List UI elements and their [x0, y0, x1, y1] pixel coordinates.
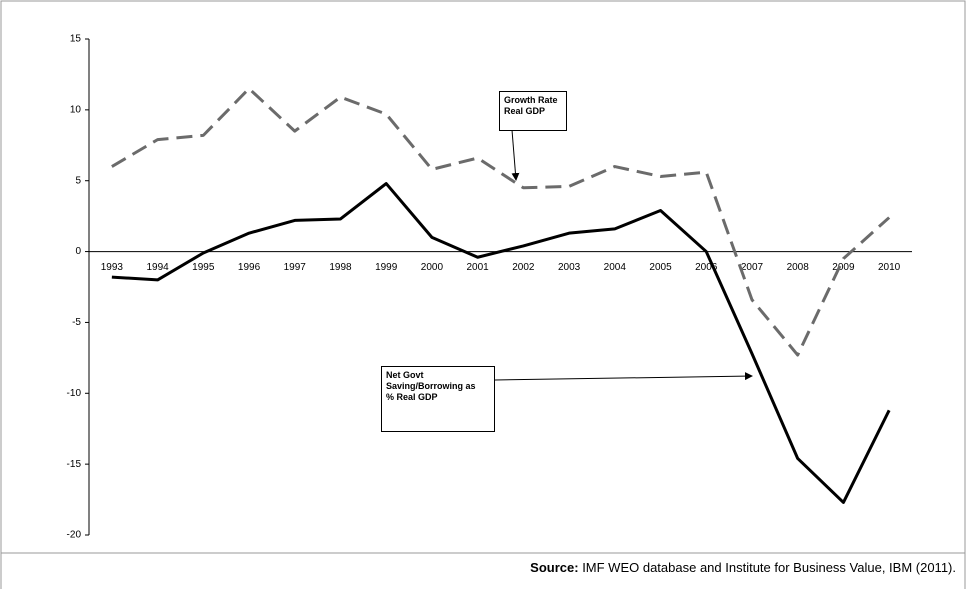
- x-tick-label: 1997: [284, 262, 307, 273]
- source-label: Source:: [530, 560, 579, 575]
- x-tick-label: 1998: [329, 262, 352, 273]
- x-tick-label: 2000: [421, 262, 444, 273]
- y-tick-label: -20: [67, 530, 82, 541]
- series-line: [111, 87, 891, 357]
- annotation: Growth Rate Real GDP: [499, 91, 567, 131]
- x-tick-label: 1994: [146, 262, 169, 273]
- y-tick-label: -15: [67, 459, 82, 470]
- x-tick-label: 2005: [649, 262, 672, 273]
- frame: [0, 0, 966, 554]
- y-tick-label: -5: [72, 317, 81, 328]
- annotation: Net Govt Saving/Borrowing as % Real GDP: [381, 366, 495, 432]
- y-tick-label: 10: [70, 104, 82, 115]
- x-tick-label: 2003: [558, 262, 581, 273]
- x-tick-label: 2004: [604, 262, 627, 273]
- x-tick-label: 1993: [101, 262, 124, 273]
- x-tick-label: 2002: [512, 262, 535, 273]
- series-line: [111, 182, 891, 504]
- x-tick-label: 2010: [878, 262, 901, 273]
- x-tick-label: 2006: [695, 262, 718, 273]
- x-tick-label: 2009: [832, 262, 855, 273]
- y-tick-label: -10: [67, 388, 82, 399]
- x-tick-label: 2008: [787, 262, 810, 273]
- source-note: Source: IMF WEO database and Institute f…: [530, 560, 956, 575]
- annotation-arrow: [511, 129, 520, 181]
- x-tick-label: 2007: [741, 262, 764, 273]
- y-tick-label: 0: [75, 246, 81, 257]
- source-text: IMF WEO database and Institute for Busin…: [582, 560, 956, 575]
- x-tick-label: 1995: [192, 262, 215, 273]
- x-tick-label: 1996: [238, 262, 261, 273]
- y-tick-label: 15: [70, 34, 82, 45]
- annotation-arrow: [494, 372, 753, 381]
- x-tick-label: 1999: [375, 262, 398, 273]
- x-tick-label: 2001: [467, 262, 490, 273]
- y-tick-label: 5: [75, 175, 81, 186]
